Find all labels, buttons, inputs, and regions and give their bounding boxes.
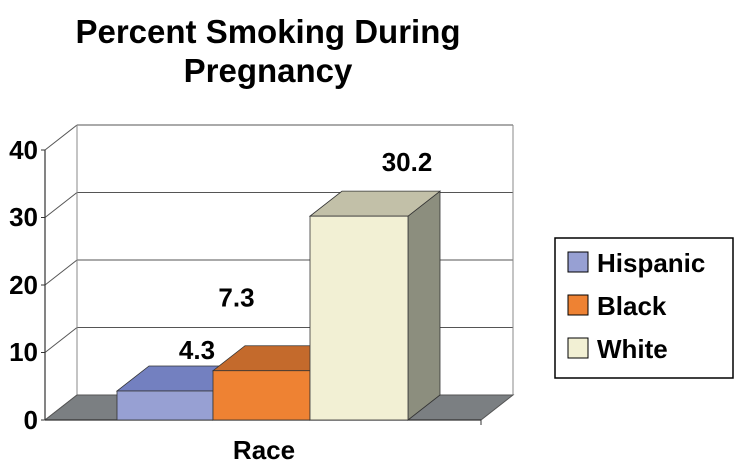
bar-front	[116, 390, 214, 421]
chart-title-line-2: Pregnancy	[184, 52, 353, 89]
y-axis: 0 10 20 30 40	[9, 135, 38, 435]
data-labels: 4.3 7.3 30.2	[179, 147, 432, 365]
side-gridline	[44, 192, 78, 218]
y-tick-label: 10	[9, 337, 38, 367]
side-gridline	[44, 327, 78, 353]
y-tick-label: 20	[9, 270, 38, 300]
legend-label-black: Black	[597, 291, 667, 321]
side-gridline	[44, 124, 78, 151]
legend: Hispanic Black White	[554, 237, 734, 379]
x-axis-label: Race	[233, 435, 295, 463]
bar-side	[407, 190, 441, 421]
chart-title-line-1: Percent Smoking During	[75, 13, 460, 50]
data-label-black: 7.3	[218, 283, 254, 313]
bar-front	[212, 370, 311, 421]
data-label-hispanic: 4.3	[179, 335, 215, 365]
legend-label-hispanic: Hispanic	[597, 248, 705, 278]
legend-swatch-white	[567, 337, 589, 359]
bars	[115, 190, 442, 421]
side-gridline	[44, 259, 78, 286]
bar-front	[309, 215, 409, 421]
y-tick-label: 40	[9, 135, 38, 165]
legend-swatch-hispanic	[567, 251, 589, 273]
bar-white	[308, 190, 442, 421]
y-tick-label: 0	[24, 405, 38, 435]
legend-label-white: White	[597, 334, 668, 364]
y-tick-label: 30	[9, 202, 38, 232]
data-label-white: 30.2	[382, 147, 433, 177]
legend-swatch-black	[567, 294, 589, 316]
